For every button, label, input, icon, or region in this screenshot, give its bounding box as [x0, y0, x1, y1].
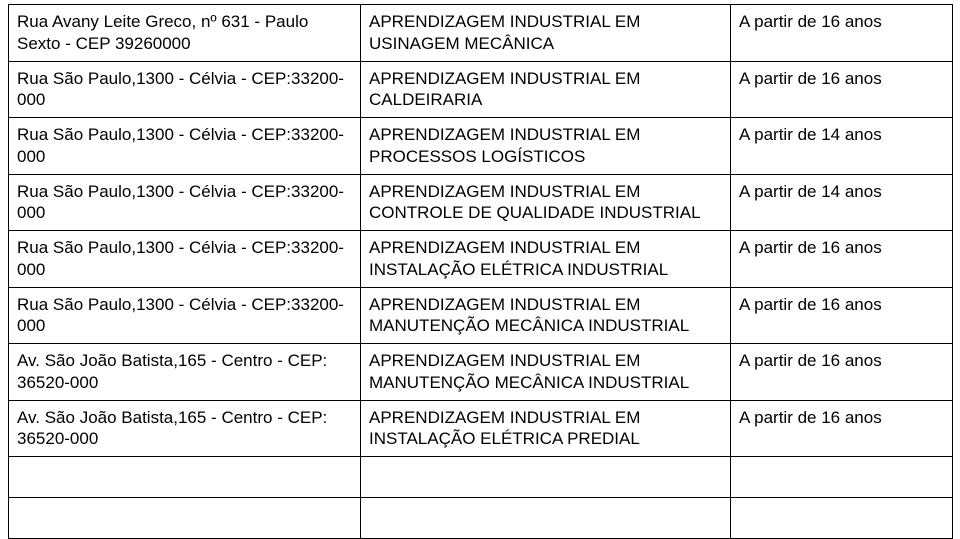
cell-address: Rua São Paulo,1300 - Célvia - CEP:33200-… — [9, 61, 361, 118]
cell-course: APRENDIZAGEM INDUSTRIAL EM CALDEIRARIA — [361, 61, 731, 118]
cell-course: APRENDIZAGEM INDUSTRIAL EM MANUTENÇÃO ME… — [361, 344, 731, 401]
cell-address: Av. São João Batista,165 - Centro - CEP:… — [9, 344, 361, 401]
cell-address: Rua Avany Leite Greco, nº 631 - Paulo Se… — [9, 5, 361, 62]
cell-course: APRENDIZAGEM INDUSTRIAL EM PROCESSOS LOG… — [361, 118, 731, 175]
cell-address: Av. São João Batista,165 - Centro - CEP:… — [9, 400, 361, 457]
cell-course: APRENDIZAGEM INDUSTRIAL EM USINAGEM MECÂ… — [361, 5, 731, 62]
cell-address — [9, 498, 361, 539]
course-table: Rua Avany Leite Greco, nº 631 - Paulo Se… — [8, 4, 953, 539]
cell-requirement: A partir de 14 anos — [731, 174, 953, 231]
cell-address — [9, 457, 361, 498]
cell-course — [361, 457, 731, 498]
cell-address: Rua São Paulo,1300 - Célvia - CEP:33200-… — [9, 287, 361, 344]
cell-course: APRENDIZAGEM INDUSTRIAL EM INSTALAÇÃO EL… — [361, 231, 731, 288]
cell-requirement: A partir de 16 anos — [731, 400, 953, 457]
cell-course: APRENDIZAGEM INDUSTRIAL EM MANUTENÇÃO ME… — [361, 287, 731, 344]
table-row: Rua Avany Leite Greco, nº 631 - Paulo Se… — [9, 5, 953, 62]
table-row: Rua São Paulo,1300 - Célvia - CEP:33200-… — [9, 231, 953, 288]
table-body: Rua Avany Leite Greco, nº 631 - Paulo Se… — [9, 5, 953, 539]
cell-requirement: A partir de 16 anos — [731, 5, 953, 62]
table-row-empty — [9, 457, 953, 498]
table-row: Rua São Paulo,1300 - Célvia - CEP:33200-… — [9, 287, 953, 344]
cell-requirement — [731, 498, 953, 539]
cell-requirement: A partir de 16 anos — [731, 287, 953, 344]
cell-course: APRENDIZAGEM INDUSTRIAL EM CONTROLE DE Q… — [361, 174, 731, 231]
table-row: Rua São Paulo,1300 - Célvia - CEP:33200-… — [9, 61, 953, 118]
cell-address: Rua São Paulo,1300 - Célvia - CEP:33200-… — [9, 231, 361, 288]
table-row: Rua São Paulo,1300 - Célvia - CEP:33200-… — [9, 118, 953, 175]
table-row-empty — [9, 498, 953, 539]
cell-address: Rua São Paulo,1300 - Célvia - CEP:33200-… — [9, 174, 361, 231]
cell-requirement: A partir de 16 anos — [731, 61, 953, 118]
cell-requirement: A partir de 16 anos — [731, 344, 953, 401]
cell-requirement: A partir de 16 anos — [731, 231, 953, 288]
cell-address: Rua São Paulo,1300 - Célvia - CEP:33200-… — [9, 118, 361, 175]
cell-requirement: A partir de 14 anos — [731, 118, 953, 175]
table-row: Av. São João Batista,165 - Centro - CEP:… — [9, 400, 953, 457]
cell-course: APRENDIZAGEM INDUSTRIAL EM INSTALAÇÃO EL… — [361, 400, 731, 457]
cell-requirement — [731, 457, 953, 498]
table-row: Rua São Paulo,1300 - Célvia - CEP:33200-… — [9, 174, 953, 231]
table-row: Av. São João Batista,165 - Centro - CEP:… — [9, 344, 953, 401]
cell-course — [361, 498, 731, 539]
